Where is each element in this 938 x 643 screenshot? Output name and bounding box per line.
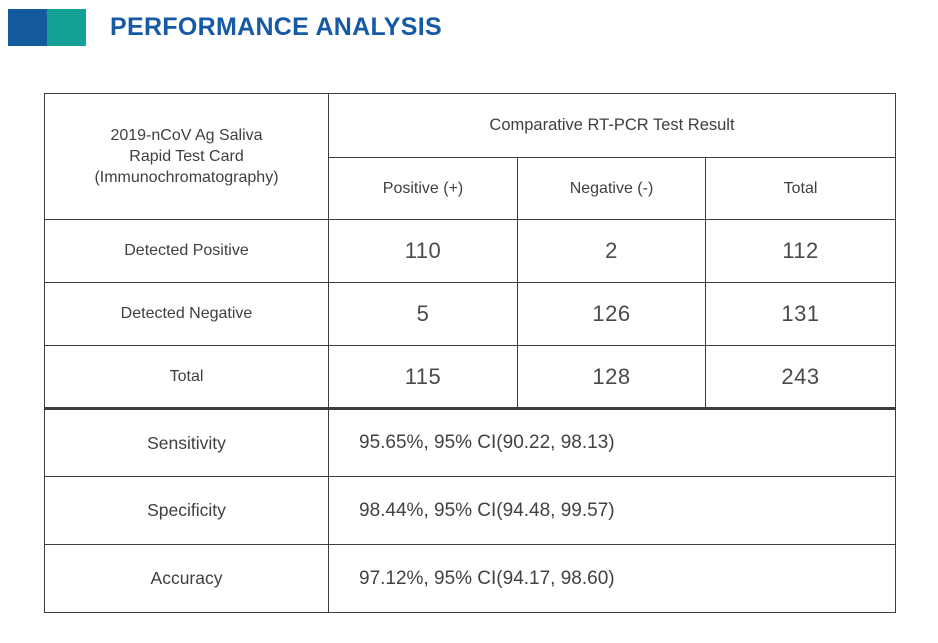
cell-value: 115	[328, 345, 518, 409]
row-label-sensitivity: Sensitivity	[44, 407, 329, 477]
section-header: PERFORMANCE ANALYSIS	[8, 9, 442, 46]
row-label-detected-negative: Detected Negative	[44, 282, 329, 346]
column-header-positive: Positive (+)	[328, 157, 518, 220]
table-header-row-2: Positive (+) Negative (-) Total	[45, 157, 896, 220]
table-header-row-1: 2019-nCoV Ag Saliva Rapid Test Card (Imm…	[44, 93, 896, 220]
performance-table: 2019-nCoV Ag Saliva Rapid Test Card (Imm…	[44, 93, 896, 613]
device-name-cell: 2019-nCoV Ag Saliva Rapid Test Card (Imm…	[44, 93, 329, 220]
comparative-result-header-cell: Comparative RT-PCR Test Result	[328, 93, 896, 158]
accuracy-value-cell: 97.12%, 95% CI(94.17, 98.60)	[328, 544, 896, 613]
table-row-sensitivity: Sensitivity 95.65%, 95% CI(90.22, 98.13)	[44, 407, 896, 477]
row-label-detected-positive: Detected Positive	[44, 219, 329, 283]
brand-square-teal-icon	[47, 9, 86, 46]
cell-value: 128	[517, 345, 706, 409]
brand-square-blue-icon	[8, 9, 47, 46]
page-title: PERFORMANCE ANALYSIS	[110, 13, 442, 41]
table-row-accuracy: Accuracy 97.12%, 95% CI(94.17, 98.60)	[44, 544, 896, 613]
sensitivity-value-cell: 95.65%, 95% CI(90.22, 98.13)	[328, 407, 896, 477]
table-row-detected-negative: Detected Negative 5 126 131	[44, 282, 896, 346]
cell-value: 112	[705, 219, 896, 283]
column-header-total: Total	[705, 157, 896, 220]
cell-value: 5	[328, 282, 518, 346]
row-label-accuracy: Accuracy	[44, 544, 329, 613]
row-label-specificity: Specificity	[44, 476, 329, 545]
cell-value: 131	[705, 282, 896, 346]
table-row-detected-positive: Detected Positive 110 2 112	[44, 219, 896, 283]
column-header-negative: Negative (-)	[517, 157, 706, 220]
specificity-value-cell: 98.44%, 95% CI(94.48, 99.57)	[328, 476, 896, 545]
cell-value: 2	[517, 219, 706, 283]
brand-logo	[8, 9, 86, 46]
table-row-specificity: Specificity 98.44%, 95% CI(94.48, 99.57)	[44, 476, 896, 545]
cell-value: 126	[517, 282, 706, 346]
cell-value: 243	[705, 345, 896, 409]
cell-value: 110	[328, 219, 518, 283]
performance-table-container: 2019-nCoV Ag Saliva Rapid Test Card (Imm…	[44, 93, 896, 613]
table-row-total: Total 115 128 243	[44, 345, 896, 409]
row-label-total: Total	[44, 345, 329, 409]
